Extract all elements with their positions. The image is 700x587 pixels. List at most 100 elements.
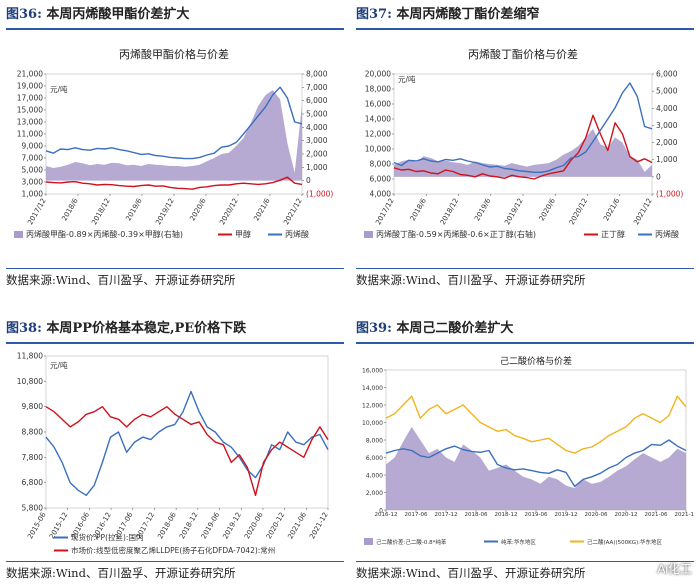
x-tick-label: 2015-06 (26, 511, 48, 541)
y-left-tick-label: 1,000 (22, 190, 44, 199)
y-right-tick-label: 6,000 (306, 96, 328, 105)
y-right-tick-label: 8,000 (306, 70, 328, 79)
legend-label: 丙烯酸 (655, 229, 679, 239)
y-left-tick-label: 5,800 (22, 504, 44, 513)
y-right-tick-label: 2,000 (656, 138, 678, 147)
legend-label: 甲醇 (235, 229, 251, 239)
legend-label: 丙烯酸 (285, 229, 309, 239)
y-left-tick-label: 10,000 (362, 420, 383, 427)
x-tick-label: 2020/12 (218, 197, 239, 226)
y-left-tick-label: 8,800 (22, 428, 44, 437)
y-right-tick-label: 1,000 (306, 163, 328, 172)
x-tick-label: 2018/12 (439, 197, 460, 226)
legend-swatch (364, 231, 373, 238)
x-tick-label: 2019-06 (525, 512, 548, 518)
y-right-tick-label: 5,000 (306, 110, 328, 119)
y-left-tick-label: 5,000 (22, 166, 44, 175)
y-right-tick-label: 0 (306, 176, 311, 185)
figure-title-text: 本周丙烯酸甲酯价差扩大 (46, 7, 190, 22)
legend-label: 己二酸(AA)(500KG):华东地区 (587, 538, 662, 546)
series-line (393, 82, 653, 173)
series-line (385, 395, 687, 454)
series-line (45, 86, 303, 160)
y-left-tick-label: 12,000 (365, 130, 391, 139)
y-left-tick-label: 6,800 (22, 478, 44, 487)
x-tick-label: 2018/6 (60, 197, 80, 223)
series-area (386, 426, 686, 510)
x-tick-label: 2021-12 (308, 511, 330, 540)
y-left-tick-label: 11,800 (17, 352, 43, 361)
figure-38: 图38: 本周PP价格基本稳定,PE价格下跌 5,800 6,800 7,800 8,… (6, 318, 344, 584)
y-left-tick-label: 21,000 (17, 70, 43, 79)
x-tick-label: 2020/12 (568, 197, 589, 226)
chart-title: 丙烯酸甲酯价格与价差 (119, 47, 229, 61)
legend-label: 丙烯酸甲酯-0.89×丙烯酸-0.39×甲醇(右轴) (26, 229, 183, 239)
y-left-tick-label: 20,000 (365, 70, 391, 79)
x-tick-label: 2019-06 (200, 511, 222, 541)
legend-label: 市场价:线型低密度聚乙烯LLDPE(扬子石化DFDA-7042):常州 (71, 545, 275, 555)
y-right-tick-label: 1,000 (656, 155, 678, 164)
y-right-tick-label: 7,000 (306, 83, 328, 92)
x-tick-label: 2019-12 (555, 512, 578, 518)
y-left-tick-label: 16,000 (365, 100, 391, 109)
figure-37: 图37: 本周丙烯酸丁酯价差缩窄 丙烯酸丁酯价格与价差 4,000 6,000 8,0… (356, 4, 694, 294)
figure-36: 图36: 本周丙烯酸甲酯价差扩大 丙烯酸甲酯价格与价差 1,000 3,000 5,0… (6, 4, 344, 294)
x-tick-label: 2017/12 (26, 197, 47, 226)
data-source: 数据来源:Wind、百川盈孚、开源证券研究所 (6, 268, 344, 291)
y-left-tick-label: 13,000 (17, 118, 43, 127)
x-tick-label: 2021/6 (602, 197, 622, 223)
chart-title: 丙烯酸丁酯价格与价差 (468, 47, 578, 61)
data-source: 数据来源:Wind、百川盈孚、开源证券研究所 (6, 561, 344, 584)
y-right-tick-label: 4,000 (656, 104, 678, 113)
figure-title-text: 本周丙烯酸丁酯价差缩窄 (396, 7, 540, 22)
unit-label: 元/吨 (50, 84, 68, 94)
y-left-tick-label: 10,800 (17, 377, 43, 386)
y-left-tick-label: 16,000 (362, 368, 383, 375)
y-right-tick-label: (1,000) (656, 190, 683, 199)
series-line (393, 114, 653, 180)
series-area (394, 128, 652, 177)
x-tick-label: 2018/12 (90, 197, 111, 226)
y-left-tick-label: 2,000 (366, 490, 383, 497)
y-left-tick-label: 19,000 (17, 82, 43, 91)
y-left-tick-label: 15,000 (17, 106, 43, 115)
unit-label: 元/吨 (50, 360, 68, 370)
x-tick-label: 2020/6 (538, 197, 558, 223)
figure-39: 图39: 本周己二酸价差扩大 己二酸价格与价差 0 2,000 4,000 6,000 8… (356, 318, 694, 584)
y-right-tick-label: 3,000 (306, 136, 328, 145)
y-left-tick-label: 14,000 (365, 115, 391, 124)
legend-label: 纯苯:华东地区 (501, 538, 536, 546)
y-right-tick-label: 3,000 (656, 121, 678, 130)
y-left-tick-label: 4,000 (370, 190, 392, 199)
y-left-tick-label: 8,000 (370, 160, 392, 169)
x-tick-label: 2019-12 (221, 511, 243, 540)
x-tick-label: 2016-12 (375, 512, 398, 518)
x-tick-label: 2017-12 (435, 512, 458, 518)
y-left-tick-label: 6,000 (370, 175, 392, 184)
x-tick-label: 2020-12 (265, 511, 287, 540)
y-right-tick-label: 0 (656, 172, 661, 181)
x-tick-label: 2019/12 (154, 197, 175, 226)
y-right-tick-label: 6,000 (656, 70, 678, 79)
x-tick-label: 2018-12 (178, 511, 200, 540)
unit-label: 元/吨 (398, 74, 416, 84)
figure-title: 图39: 本周己二酸价差扩大 (356, 318, 694, 344)
figure-number: 图36: (6, 7, 42, 22)
x-tick-label: 2021/12 (282, 197, 303, 226)
x-tick-label: 2018/6 (409, 197, 429, 223)
y-left-tick-label: 6,000 (366, 455, 383, 462)
legend-label: 己二酸价差:己二酸-0.8*纯苯 (376, 538, 447, 546)
figure-number: 图37: (356, 7, 392, 22)
series-line (45, 176, 303, 190)
x-tick-label: 2021/12 (632, 197, 653, 226)
legend-swatch (14, 231, 23, 238)
y-left-tick-label: 10,000 (365, 145, 391, 154)
legend-label: 丙烯酸丁酯-0.59×丙烯酸-0.6×正丁醇(右轴) (376, 229, 536, 239)
y-left-tick-label: 17,000 (17, 94, 43, 103)
x-tick-label: 2021-06 (645, 512, 668, 518)
x-tick-label: 2019/6 (473, 197, 493, 223)
y-left-tick-label: 12,000 (362, 403, 383, 410)
y-right-tick-label: 4,000 (306, 123, 328, 132)
figure-title: 图36: 本周丙烯酸甲酯价差扩大 (6, 4, 344, 30)
legend-label: 现货价:PP(拉丝):国内 (71, 532, 143, 542)
